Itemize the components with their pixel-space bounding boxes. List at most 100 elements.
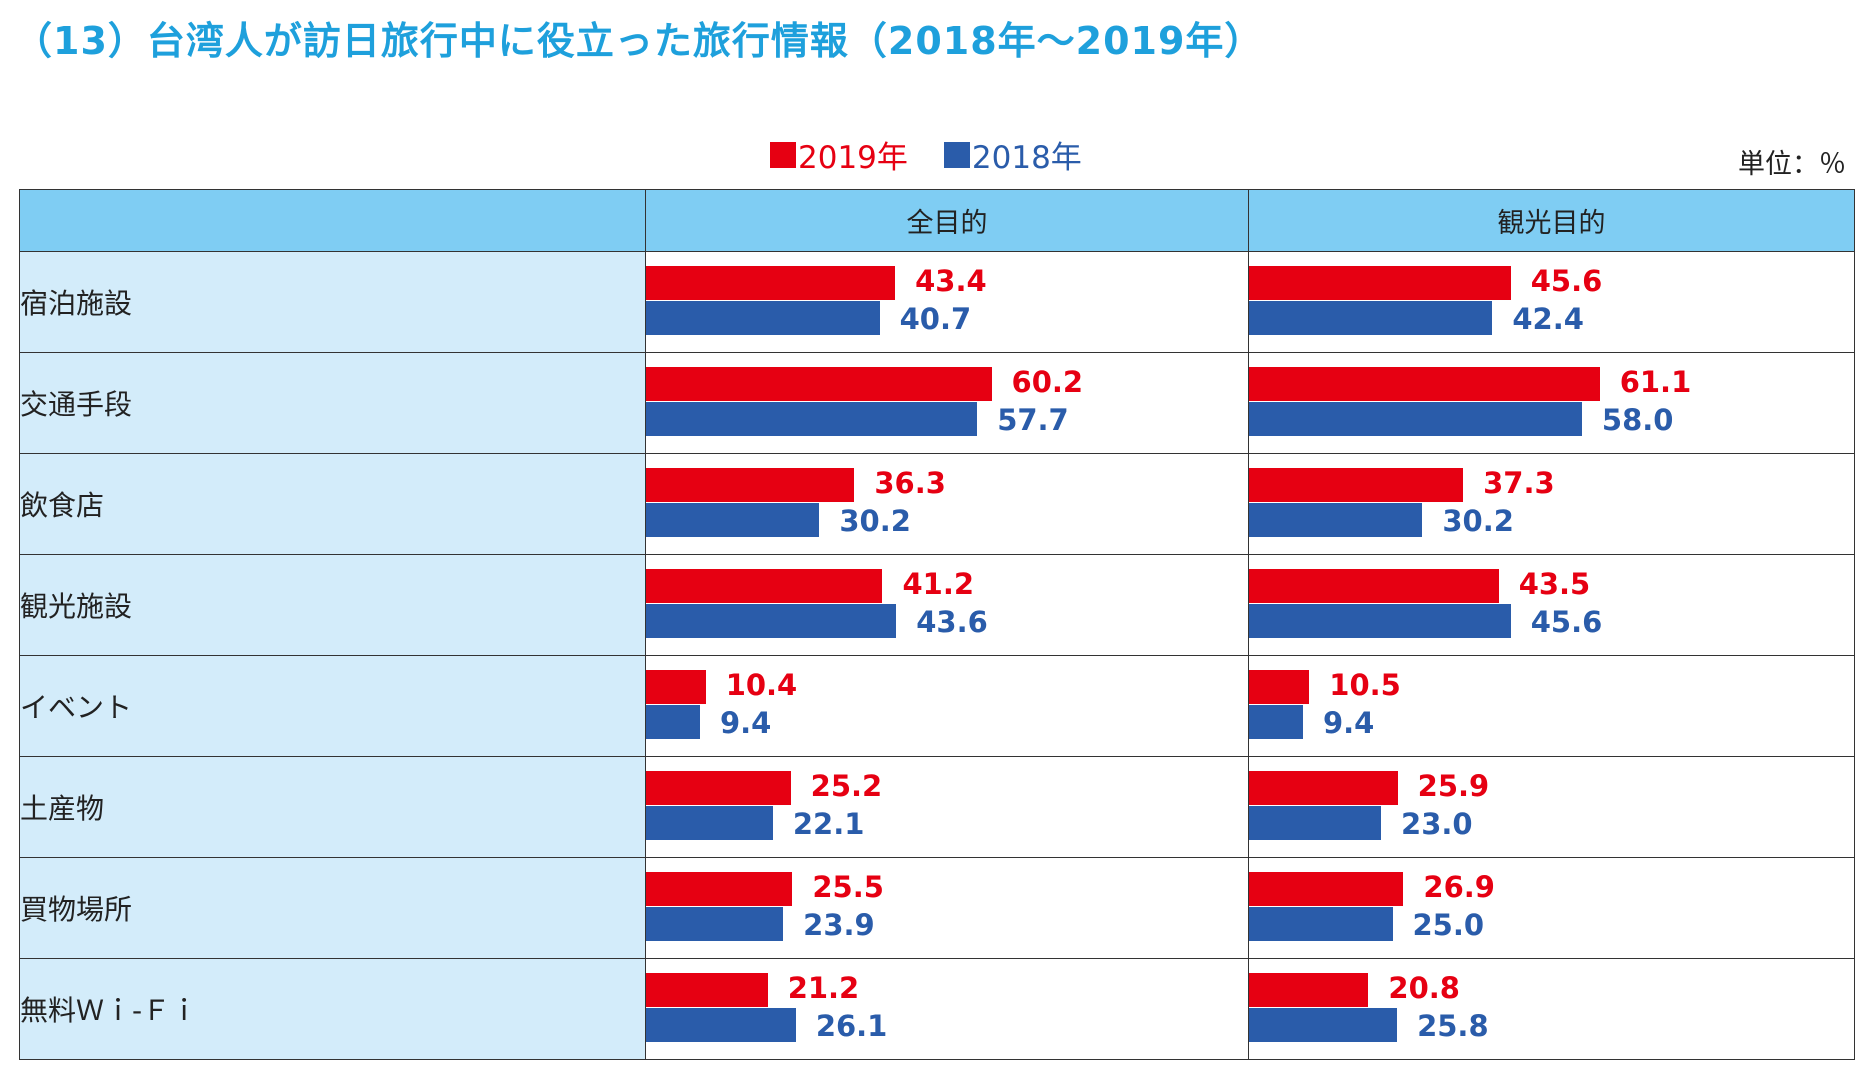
panel-header-sightseeing: 観光目的 — [1248, 189, 1855, 252]
bar-cell-sightseeing: 26.9 25.0 — [1248, 857, 1855, 959]
value-label-2019: 21.2 — [787, 971, 860, 1005]
bar-cell-all: 60.2 57.7 — [645, 352, 1249, 454]
legend-item-2019: 2019年 — [770, 132, 908, 177]
legend-label-2018: 2018年 — [971, 140, 1082, 176]
value-label-2018: 9.4 — [1322, 706, 1375, 740]
bar-2018 — [1249, 503, 1423, 537]
bar-cell-all: 25.5 23.9 — [645, 857, 1249, 959]
bar-cell-sightseeing: 61.1 58.0 — [1248, 352, 1855, 454]
table-row: 交通手段 60.2 57.7 61.1 58.0 — [19, 352, 1855, 454]
bar-cell-all: 41.2 43.6 — [645, 554, 1249, 656]
bar-2018 — [646, 1008, 796, 1042]
value-label-2018: 45.6 — [1530, 605, 1603, 639]
table-row: 飲食店 36.3 30.2 37.3 30.2 — [19, 453, 1855, 555]
legend-swatch-2019 — [770, 141, 796, 168]
bar-2019 — [646, 367, 992, 401]
value-label-2018: 25.0 — [1412, 908, 1485, 942]
bar-cell-sightseeing: 45.6 42.4 — [1248, 251, 1855, 353]
category-label: 買物場所 — [19, 857, 646, 959]
value-label-2018: 23.9 — [803, 908, 875, 942]
value-label-2019: 10.5 — [1329, 668, 1401, 702]
bar-cell-sightseeing: 20.8 25.8 — [1248, 958, 1855, 1060]
table-row: 買物場所 25.5 23.9 26.9 25.0 — [19, 857, 1855, 959]
bar-2018 — [646, 503, 820, 537]
legend-label-2019: 2019年 — [798, 140, 908, 176]
bar-cell-all: 25.2 22.1 — [645, 756, 1249, 858]
value-label-2019: 25.9 — [1417, 769, 1490, 803]
value-label-2019: 41.2 — [902, 567, 975, 601]
bar-2019 — [1249, 670, 1310, 704]
bar-2019 — [1249, 468, 1464, 502]
page-title: （13）台湾人が訪日旅行中に役立った旅行情報（2018年～2019年） — [14, 19, 1264, 63]
bar-2019 — [1249, 973, 1369, 1007]
value-label-2018: 40.7 — [899, 302, 972, 336]
bar-2018 — [1249, 907, 1393, 941]
bar-2018 — [646, 402, 978, 436]
value-label-2018: 9.4 — [719, 706, 772, 740]
bar-2019 — [1249, 569, 1499, 603]
value-label-2019: 36.3 — [874, 466, 946, 500]
bar-2019 — [646, 771, 791, 805]
bar-2018 — [646, 301, 880, 335]
category-label: イベント — [19, 655, 646, 757]
bar-cell-sightseeing: 43.5 45.6 — [1248, 554, 1855, 656]
bar-2019 — [646, 266, 896, 300]
header-row: 全目的 観光目的 — [19, 189, 1855, 252]
bar-2018 — [1249, 806, 1382, 840]
value-label-2019: 25.2 — [810, 769, 883, 803]
chart-body: 宿泊施設 43.4 40.7 45.6 42.4 交通手段 60.2 57.7 61.1 58.0… — [19, 251, 1855, 1060]
legend-swatch-2018 — [943, 141, 970, 168]
value-label-2018: 42.4 — [1512, 302, 1584, 336]
value-label-2019: 45.6 — [1530, 264, 1603, 298]
value-label-2019: 61.1 — [1619, 365, 1692, 399]
bar-cell-all: 21.2 26.1 — [645, 958, 1249, 1060]
value-label-2018: 22.1 — [792, 807, 865, 841]
bar-cell-sightseeing: 10.5 9.4 — [1248, 655, 1855, 757]
bar-2019 — [646, 468, 855, 502]
bar-2019 — [1249, 266, 1511, 300]
bar-2019 — [646, 670, 706, 704]
bar-2019 — [1249, 771, 1398, 805]
value-label-2019: 43.5 — [1518, 567, 1591, 601]
value-label-2018: 30.2 — [839, 504, 911, 538]
value-label-2019: 20.8 — [1388, 971, 1460, 1005]
value-label-2019: 43.4 — [915, 264, 987, 298]
value-label-2019: 10.4 — [725, 668, 798, 702]
value-label-2019: 60.2 — [1011, 365, 1084, 399]
bar-2019 — [646, 569, 883, 603]
bar-2018 — [646, 604, 897, 638]
value-label-2018: 25.8 — [1417, 1009, 1489, 1043]
panel-header-all: 全目的 — [645, 189, 1249, 252]
chart-legend: 2019年 2018年 — [770, 132, 1082, 177]
value-label-2018: 43.6 — [916, 605, 988, 639]
chart-table: 全目的 観光目的 宿泊施設 43.4 40.7 45.6 42.4 交通手段 60.2 57.… — [19, 189, 1855, 1060]
value-label-2018: 30.2 — [1442, 504, 1514, 538]
bar-2018 — [1249, 705, 1303, 739]
bar-2018 — [1249, 1008, 1398, 1042]
legend-item-2018: 2018年 — [943, 132, 1082, 177]
bar-2019 — [646, 973, 768, 1007]
category-label: 観光施設 — [19, 554, 646, 656]
bar-cell-sightseeing: 37.3 30.2 — [1248, 453, 1855, 555]
bar-2018 — [1249, 301, 1493, 335]
bar-cell-sightseeing: 25.9 23.0 — [1248, 756, 1855, 858]
table-row: イベント 10.4 9.4 10.5 9.4 — [19, 655, 1855, 757]
value-label-2019: 37.3 — [1483, 466, 1555, 500]
bar-2019 — [646, 872, 793, 906]
bar-cell-all: 10.4 9.4 — [645, 655, 1249, 757]
header-corner — [19, 189, 646, 252]
bar-2018 — [1249, 402, 1582, 436]
value-label-2019: 26.9 — [1423, 870, 1495, 904]
bar-2018 — [646, 907, 784, 941]
value-label-2018: 23.0 — [1401, 807, 1473, 841]
table-row: 無料Ｗｉ-Ｆｉ 21.2 26.1 20.8 25.8 — [19, 958, 1855, 1060]
bar-2019 — [1249, 367, 1600, 401]
table-row: 土産物 25.2 22.1 25.9 23.0 — [19, 756, 1855, 858]
bar-2018 — [1249, 604, 1511, 638]
category-label: 飲食店 — [19, 453, 646, 555]
value-label-2018: 57.7 — [997, 403, 1069, 437]
bar-cell-all: 36.3 30.2 — [645, 453, 1249, 555]
unit-label: 単位：％ — [1738, 149, 1846, 180]
category-label: 土産物 — [19, 756, 646, 858]
value-label-2018: 58.0 — [1601, 403, 1674, 437]
